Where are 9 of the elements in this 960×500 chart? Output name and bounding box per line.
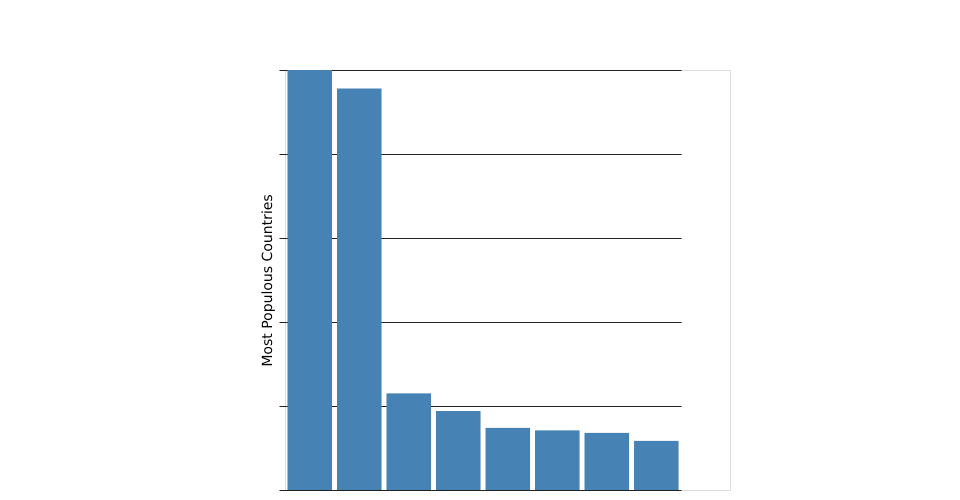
bar bbox=[486, 428, 530, 490]
bar bbox=[336, 88, 382, 490]
bar bbox=[584, 432, 630, 490]
bar bbox=[386, 393, 432, 490]
y-axis-title: Most Populous Countries bbox=[260, 194, 276, 367]
bar bbox=[436, 411, 481, 490]
bar bbox=[287, 70, 332, 490]
bar bbox=[535, 430, 580, 490]
bar bbox=[634, 440, 679, 490]
